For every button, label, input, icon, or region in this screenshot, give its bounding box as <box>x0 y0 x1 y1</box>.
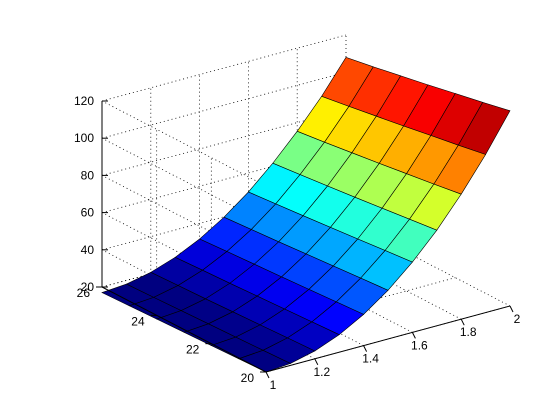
x-tick-label: 1 <box>270 378 277 392</box>
z-tick-label: 60 <box>81 206 95 220</box>
z-tick-label: 80 <box>81 168 95 182</box>
floor-grid-line <box>345 220 511 307</box>
y-tick-label: 22 <box>186 343 200 357</box>
x-axis-line <box>265 305 511 373</box>
x-tick-label: 1.6 <box>411 338 428 352</box>
x-tick-mark <box>509 305 514 313</box>
x-tick-label: 2 <box>514 312 521 326</box>
z-tick-label: 100 <box>74 131 94 145</box>
y-tick-label: 24 <box>131 314 145 328</box>
x-tick-mark <box>363 345 368 352</box>
z-tick-label: 120 <box>74 94 94 108</box>
z-tick-label: 40 <box>81 243 95 257</box>
back-wall-grid-line <box>101 34 347 102</box>
x-tick-mark <box>460 318 465 326</box>
x-tick-mark <box>411 332 416 339</box>
x-tick-label: 1.4 <box>362 352 379 366</box>
x-tick-mark <box>265 371 270 379</box>
side-wall-grid-line <box>101 100 267 187</box>
z-tick-label: 20 <box>81 280 95 294</box>
axes-layer <box>96 100 514 379</box>
side-wall-grid-line <box>101 175 267 261</box>
x-tick-label: 1.8 <box>460 325 477 339</box>
x-tick-label: 1.2 <box>313 365 330 379</box>
surface-layer <box>101 56 511 373</box>
surface-cell <box>237 349 292 373</box>
y-axis-line <box>101 286 267 373</box>
y-tick-label: 20 <box>241 371 255 385</box>
x-tick-mark <box>314 358 319 366</box>
side-wall-grid-line <box>101 137 267 224</box>
y-tick-label: 26 <box>77 286 91 300</box>
